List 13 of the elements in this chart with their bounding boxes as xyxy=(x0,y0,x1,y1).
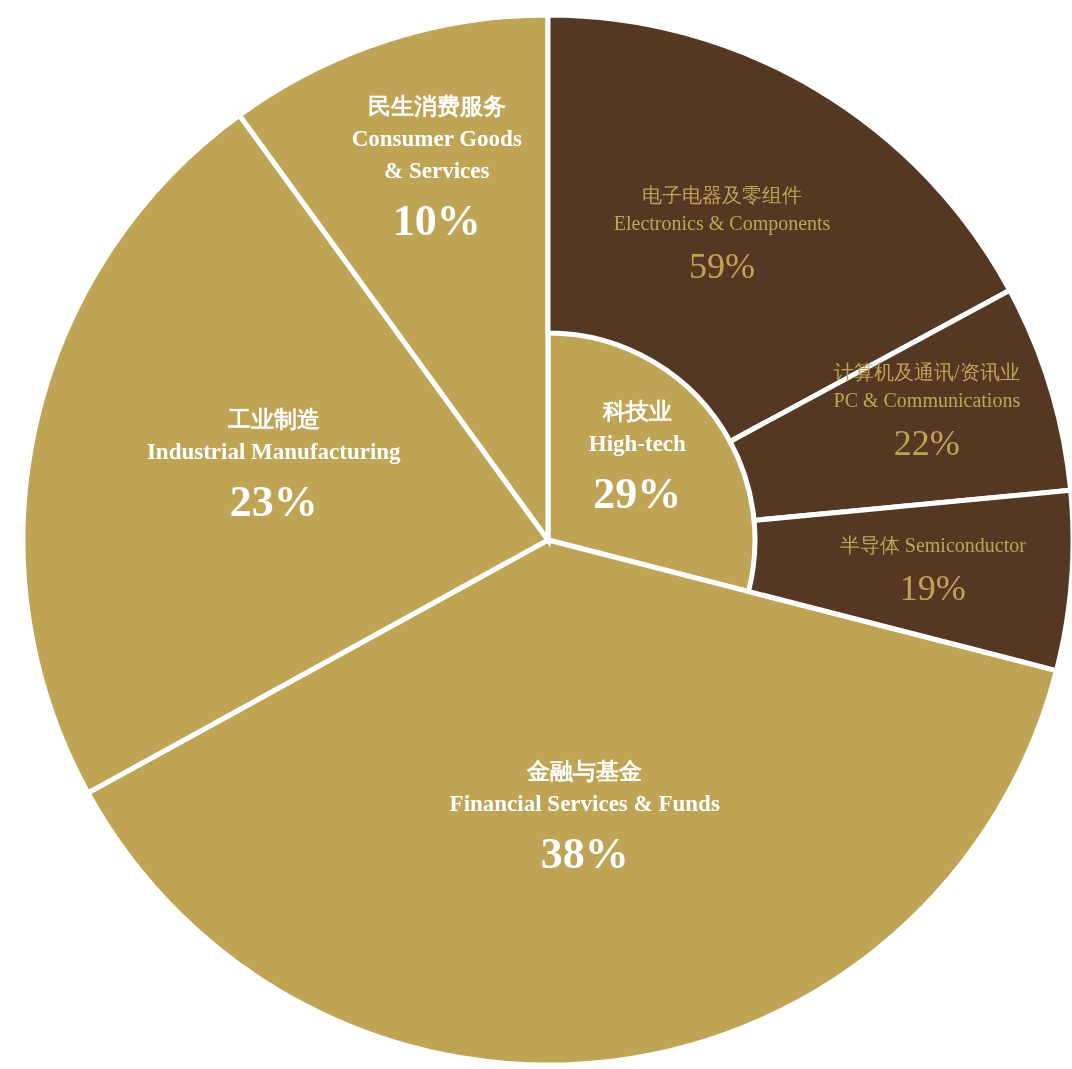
data-label: 29% xyxy=(593,468,682,518)
slice-label: 半导体 Semiconductor xyxy=(839,534,1027,557)
slice-label: 科技业 High-tech xyxy=(588,398,687,456)
data-label: 22% xyxy=(893,422,960,463)
data-label: 23% xyxy=(229,476,318,526)
slice-label: 民生消费服务 Consumer Goods & Services xyxy=(351,93,522,183)
data-label: 19% xyxy=(899,568,966,609)
data-label: 59% xyxy=(689,245,756,286)
data-label: 10% xyxy=(392,195,481,245)
slice-label: 金融与基金 Financial Services & Funds xyxy=(449,758,720,816)
slice-label: 电子电器及零组件 Electronics & Components xyxy=(613,183,831,235)
data-label: 38% xyxy=(540,828,629,878)
slice-label: 工业制造 Industrial Manufacturing xyxy=(146,406,402,464)
